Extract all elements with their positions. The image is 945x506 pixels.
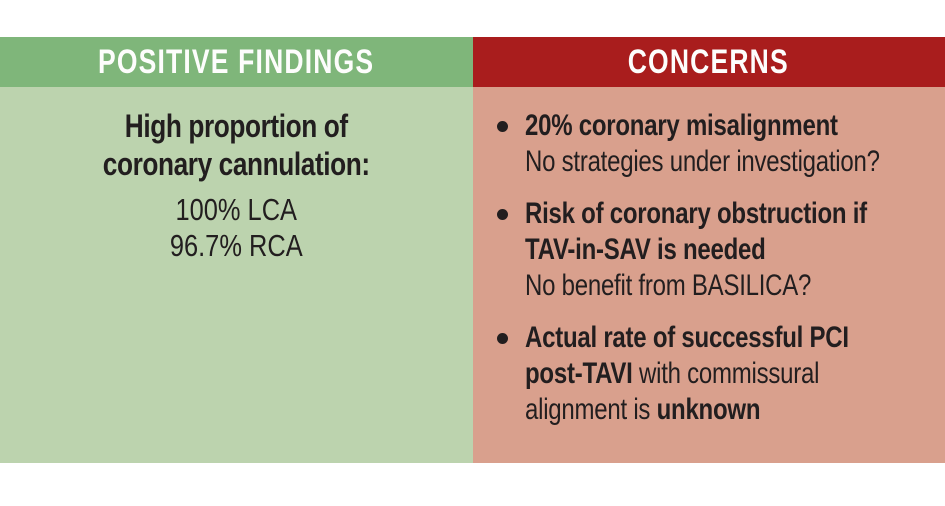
- positive-findings-column: POSITIVE FINDINGS High proportion of cor…: [0, 37, 473, 463]
- cannulation-heading-line-2: coronary cannulation:: [102, 146, 370, 182]
- positive-findings-content: High proportion of coronary cannulation:…: [43, 87, 430, 264]
- concern-bullet-item: Risk of coronary obstruction if TAV-in-SA…: [496, 196, 934, 304]
- rca-value: 96.7% RCA: [169, 228, 303, 263]
- concern-line: TAV-in-SAV is needed: [524, 233, 766, 266]
- positive-findings-body: High proportion of coronary cannulation:…: [0, 87, 473, 463]
- cannulation-heading-line-1: High proportion of: [124, 108, 348, 144]
- concerns-column: CONCERNS 20% coronary misalignment No str…: [472, 37, 945, 463]
- concerns-bullet-list: 20% coronary misalignment No strategies u…: [473, 87, 945, 428]
- concern-line: Actual rate of successful PCI: [524, 321, 849, 354]
- concern-bullet-text: 20% coronary misalignment No strategies u…: [525, 108, 880, 180]
- concerns-body: 20% coronary misalignment No strategies u…: [472, 87, 945, 463]
- concern-line: No strategies under investigation?: [524, 145, 880, 178]
- concern-line: alignment is unknown: [524, 393, 760, 426]
- concern-bullet-text: Risk of coronary obstruction if TAV-in-SA…: [525, 196, 867, 304]
- concern-line: post-TAVI with commissural: [524, 357, 819, 390]
- concern-line: No benefit from BASILICA?: [524, 269, 811, 302]
- lca-value: 100% LCA: [175, 192, 298, 227]
- concerns-header: CONCERNS: [472, 37, 945, 87]
- bullet-dot-icon: [496, 333, 508, 344]
- concern-bullet-text: Actual rate of successful PCI post-TAVI w…: [525, 320, 849, 428]
- bullet-dot-icon: [496, 121, 508, 132]
- concern-line: 20% coronary misalignment: [524, 109, 838, 142]
- table-panels: POSITIVE FINDINGS High proportion of cor…: [0, 37, 945, 463]
- bullet-dot-icon: [496, 209, 508, 220]
- cannulation-values: 100% LCA 96.7% RCA: [43, 192, 430, 264]
- concern-bullet-item: 20% coronary misalignment No strategies u…: [496, 108, 934, 180]
- concern-line: Risk of coronary obstruction if: [524, 197, 867, 230]
- concerns-title: CONCERNS: [628, 42, 790, 81]
- positive-findings-header: POSITIVE FINDINGS: [0, 37, 473, 87]
- concern-bullet-item: Actual rate of successful PCI post-TAVI w…: [496, 320, 934, 428]
- positive-findings-title: POSITIVE FINDINGS: [98, 42, 375, 81]
